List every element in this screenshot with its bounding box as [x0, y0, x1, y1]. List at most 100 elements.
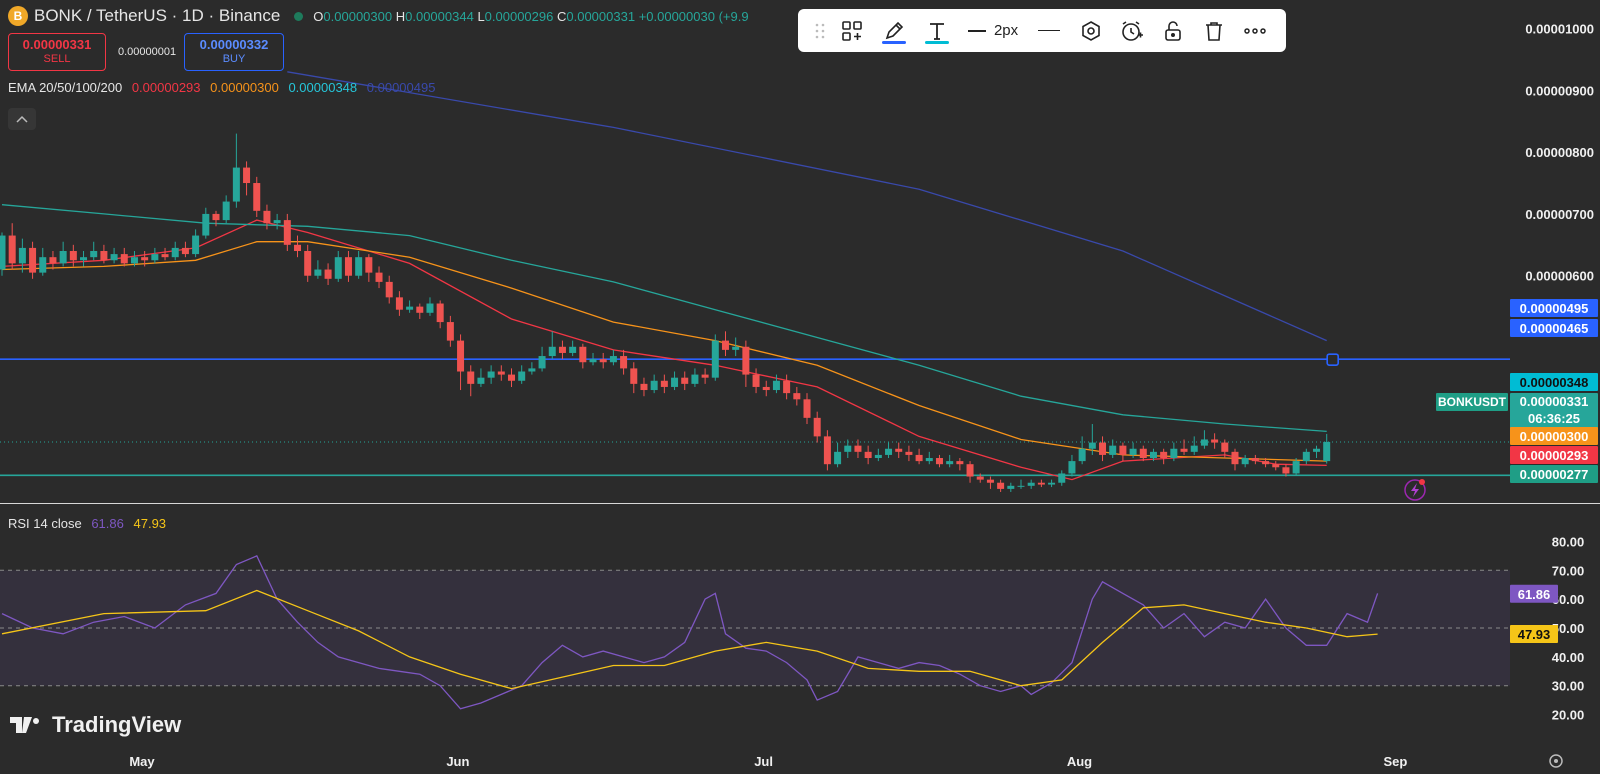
rsi-axis-label: 50.00: [1552, 621, 1585, 636]
candle-body: [0, 235, 6, 270]
candle-body: [212, 213, 220, 221]
candle-body: [375, 272, 383, 282]
sell-button[interactable]: 0.00000331 SELL: [8, 33, 106, 71]
candle-body: [1017, 485, 1025, 487]
ema200-value: 0.00000495: [366, 80, 436, 95]
price-tag-value: 0.00000277: [1520, 467, 1589, 482]
candle-body: [630, 368, 638, 384]
candle-body: [1160, 451, 1168, 459]
rsi-axis-label: 20.00: [1552, 708, 1585, 723]
candle-body: [752, 374, 760, 387]
candle-body: [406, 306, 414, 310]
candle-body: [344, 257, 352, 276]
ema-label: EMA 20/50/100/200: [8, 80, 123, 95]
rsi-tag: [1510, 584, 1558, 603]
candle-body: [141, 257, 149, 261]
candle-body: [915, 454, 923, 462]
candle-body: [1139, 448, 1147, 459]
candle-body: [171, 247, 179, 258]
candle-body: [742, 346, 750, 375]
lightning-bolt-icon: [1411, 483, 1419, 497]
candle-body: [477, 377, 485, 384]
candle-body: [997, 482, 1005, 489]
text-icon[interactable]: [916, 9, 959, 52]
settings-hexagon-icon[interactable]: [1070, 9, 1111, 52]
candle-body: [130, 257, 138, 264]
candle-body: [100, 251, 108, 261]
candle-body: [660, 380, 668, 387]
candle-body: [294, 244, 302, 251]
settings-gear-icon: [1549, 754, 1563, 768]
drag-handle-icon[interactable]: [808, 9, 832, 52]
trash-icon[interactable]: [1194, 9, 1235, 52]
ema20-value: 0.00000293: [131, 80, 201, 95]
rsi-ma-tag: [1510, 624, 1558, 643]
candle-body: [905, 451, 913, 455]
price-axis-label: 0.00000900: [1525, 83, 1594, 98]
more-icon[interactable]: [1235, 9, 1276, 52]
price-tag: [1510, 427, 1598, 445]
candle-body: [1170, 448, 1178, 459]
add-shapes-icon[interactable]: [832, 9, 873, 52]
price-tag-value: 0.00000300: [1520, 429, 1589, 444]
unlock-icon[interactable]: [1153, 9, 1194, 52]
candle-body: [222, 201, 230, 221]
pencil-icon[interactable]: [873, 9, 916, 52]
candle-body: [110, 254, 118, 261]
candle-body: [691, 374, 699, 384]
price-axis-label: 0.00000600: [1525, 269, 1594, 284]
buy-button[interactable]: 0.00000332 BUY: [184, 33, 284, 71]
rsi-label: RSI 14 close: [8, 516, 82, 531]
candle-body: [263, 210, 271, 224]
candle-body: [528, 368, 536, 372]
ema-line-ema50: [1, 241, 1327, 462]
pane-divider[interactable]: [0, 503, 1600, 504]
candle-body: [69, 251, 77, 261]
candle-body: [569, 346, 577, 353]
candle-body: [844, 445, 852, 452]
candle-body: [273, 220, 281, 224]
candle-body: [1048, 482, 1056, 485]
candle-body: [518, 371, 526, 381]
candle-body: [59, 251, 67, 264]
symbol-header: B BONK / TetherUS · 1D · Binance O0.0000…: [8, 6, 749, 26]
market-status-icon[interactable]: [294, 11, 304, 21]
candle-body: [324, 269, 332, 279]
candle-body: [1313, 448, 1321, 452]
price-tag: [1510, 446, 1598, 464]
spread-value: 0.00000001: [118, 46, 177, 58]
candle-body: [986, 479, 994, 483]
collapse-legend-button[interactable]: [8, 108, 36, 130]
candle-body: [1119, 445, 1127, 455]
tradingview-logo[interactable]: TradingView: [10, 712, 181, 738]
candle-body: [192, 235, 200, 255]
alert-clock-icon[interactable]: [1112, 9, 1153, 52]
candle-body: [1262, 461, 1270, 465]
rsi-legend[interactable]: RSI 14 close 61.86 47.93: [8, 516, 166, 531]
line-width-button[interactable]: 2px: [959, 9, 1028, 52]
candle-body: [609, 356, 617, 363]
rsi-axis-label: 30.00: [1552, 679, 1585, 694]
symbol-title[interactable]: BONK / TetherUS · 1D · Binance: [34, 6, 281, 25]
candle-body: [599, 359, 607, 363]
price-axis-label: 0.00001000: [1525, 22, 1594, 37]
line-width-icon: [967, 29, 986, 32]
x-axis-label: Sep: [1383, 754, 1407, 769]
candle-body: [579, 346, 587, 363]
candle-body: [640, 383, 648, 391]
line-style-icon[interactable]: [1027, 9, 1070, 52]
candle-body: [854, 445, 862, 452]
price-tag: [1510, 373, 1598, 391]
candle-body: [1099, 442, 1107, 455]
ema-legend[interactable]: EMA 20/50/100/200 0.00000293 0.00000300 …: [8, 80, 441, 95]
candle-body: [426, 303, 434, 313]
candle-body: [762, 386, 770, 391]
candle-body: [1302, 451, 1310, 462]
rsi-axis-label: 60.00: [1552, 592, 1585, 607]
candle-body: [436, 303, 444, 323]
x-axis-label: May: [129, 754, 155, 769]
buy-price: 0.00000332: [199, 37, 269, 52]
price-tag-value: 0.00000348: [1520, 375, 1589, 390]
